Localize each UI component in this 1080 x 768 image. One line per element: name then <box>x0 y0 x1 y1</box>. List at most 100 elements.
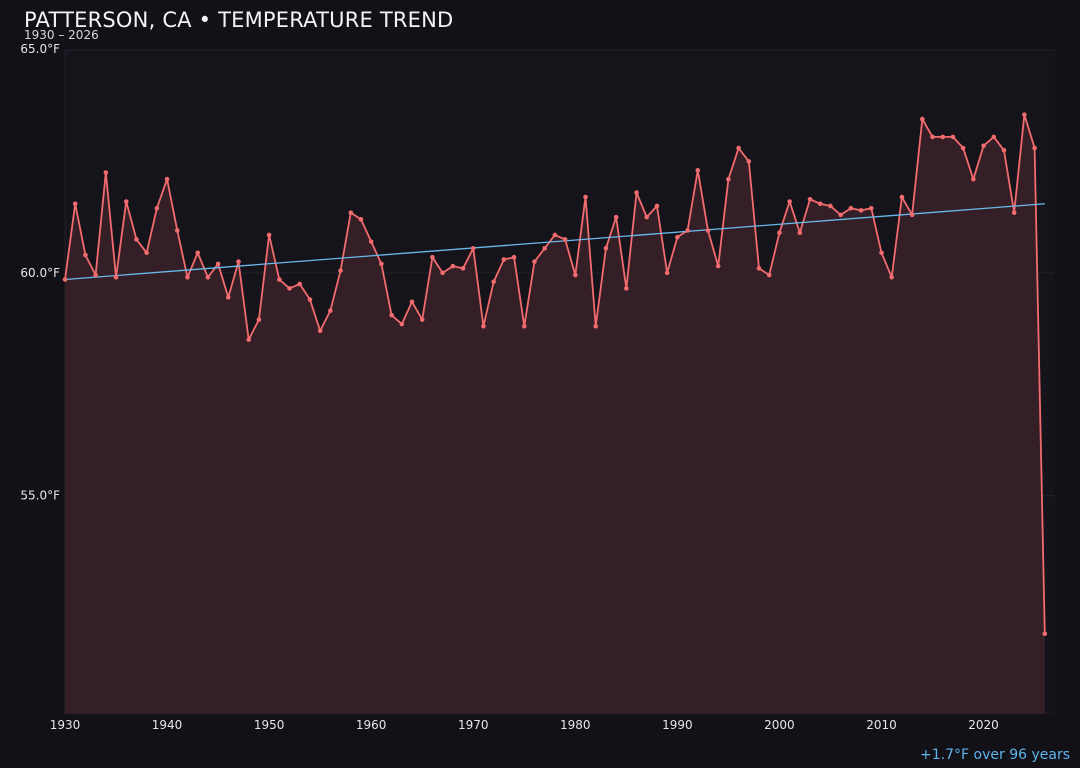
data-point <box>817 201 823 207</box>
data-point <box>930 134 935 140</box>
data-point <box>399 321 405 327</box>
data-point <box>287 286 292 291</box>
data-point <box>807 196 813 202</box>
data-point <box>960 145 966 151</box>
data-point <box>144 250 149 256</box>
data-point <box>1042 631 1048 637</box>
data-point <box>705 228 711 233</box>
x-tick-label: 1940 <box>152 718 183 732</box>
data-point <box>123 199 129 204</box>
chart-title: PATTERSON, CA • TEMPERATURE TREND <box>24 8 454 32</box>
data-point <box>593 324 599 329</box>
data-point <box>205 274 211 280</box>
data-point <box>256 317 262 322</box>
data-point <box>664 270 670 276</box>
data-point <box>358 217 364 222</box>
data-point <box>460 266 466 271</box>
data-point <box>195 250 200 256</box>
data-point <box>634 190 639 195</box>
data-point <box>348 210 354 215</box>
data-point <box>940 134 946 140</box>
data-point <box>277 277 282 282</box>
data-point <box>1011 210 1017 215</box>
data-point <box>72 201 78 207</box>
data-point <box>307 297 313 302</box>
data-point <box>164 176 170 182</box>
y-tick-label: 55.0°F <box>20 489 60 503</box>
data-point <box>695 168 701 173</box>
data-point <box>981 143 986 149</box>
data-point <box>246 337 252 342</box>
data-point <box>481 324 486 329</box>
data-point <box>62 277 68 282</box>
data-point <box>430 254 435 260</box>
data-point <box>562 237 568 242</box>
data-point <box>491 279 496 285</box>
data-point <box>328 308 333 314</box>
data-point <box>1001 147 1007 153</box>
data-point <box>470 246 476 251</box>
data-point <box>297 281 303 287</box>
chart-subtitle: 1930 – 2026 <box>24 28 99 42</box>
data-point <box>1032 145 1037 151</box>
data-point <box>777 230 782 236</box>
data-point <box>746 159 752 164</box>
data-point <box>675 234 680 240</box>
data-point <box>174 228 180 233</box>
data-point <box>521 324 527 329</box>
data-point <box>920 116 925 122</box>
data-point <box>736 145 741 151</box>
trend-summary: +1.7°F over 96 years <box>920 747 1070 763</box>
data-point <box>787 199 792 204</box>
data-point <box>317 328 323 334</box>
x-tick-label: 2010 <box>866 718 897 732</box>
data-point <box>450 263 456 269</box>
data-point <box>848 205 854 211</box>
data-point <box>501 257 507 262</box>
x-tick-label: 2000 <box>764 718 795 732</box>
data-point <box>154 205 160 211</box>
x-axis-ticks: 1930 1940 1950 1960 1970 1980 1990 2000 2010 2020 <box>50 718 999 732</box>
data-point <box>889 274 894 280</box>
data-point <box>685 228 690 233</box>
x-tick-label: 1950 <box>254 718 285 732</box>
data-point <box>950 134 956 140</box>
data-point <box>511 254 517 260</box>
data-point <box>266 232 272 238</box>
data-point <box>613 214 619 220</box>
data-point <box>797 230 803 236</box>
data-point <box>715 263 721 269</box>
data-point <box>226 295 231 300</box>
data-point <box>603 246 609 251</box>
data-point <box>134 237 139 242</box>
data-point <box>389 312 394 318</box>
data-point <box>756 266 762 271</box>
data-point <box>766 272 772 278</box>
data-point <box>624 286 629 291</box>
temperature-area <box>65 114 1045 715</box>
data-points <box>62 112 1048 637</box>
x-tick-label: 1930 <box>50 718 81 732</box>
data-point <box>552 232 558 238</box>
data-point <box>532 259 537 264</box>
x-tick-label: 1980 <box>560 718 591 732</box>
data-point <box>379 261 384 267</box>
data-point <box>838 212 843 218</box>
data-point <box>991 134 997 140</box>
y-tick-label: 60.0°F <box>20 266 60 280</box>
data-point <box>215 261 221 267</box>
data-point <box>644 214 650 220</box>
data-point <box>828 203 833 209</box>
x-tick-label: 1990 <box>662 718 693 732</box>
data-point <box>83 252 88 258</box>
data-point <box>103 170 109 175</box>
data-point <box>909 212 915 218</box>
y-axis-ticks: 55.0°F 60.0°F 65.0°F <box>20 42 60 503</box>
data-point <box>654 203 660 209</box>
data-point <box>409 299 415 305</box>
data-point <box>185 274 190 280</box>
data-point <box>113 274 119 280</box>
x-tick-label: 1970 <box>458 718 489 732</box>
data-point <box>879 250 884 256</box>
x-tick-label: 1960 <box>356 718 387 732</box>
